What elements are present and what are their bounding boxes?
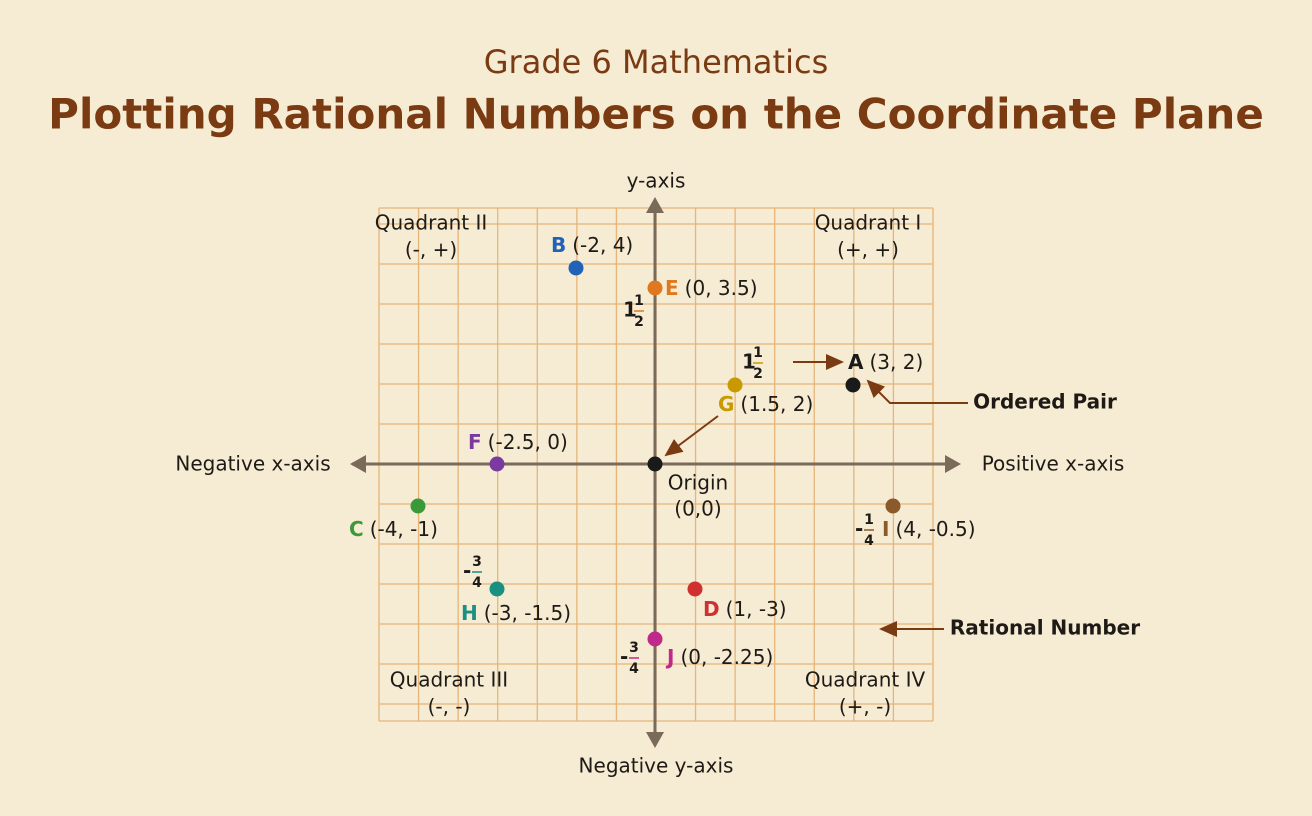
fraction-numerator: 1	[634, 293, 644, 309]
point	[727, 377, 743, 393]
point	[647, 280, 663, 296]
fraction-prefix: -	[855, 517, 863, 541]
title: Plotting Rational Numbers on the Coordin…	[48, 90, 1264, 139]
point-label: B (-2, 4)	[551, 233, 633, 257]
point-label: I (4, -0.5)	[882, 517, 976, 541]
point-label: J (0, -2.25)	[665, 645, 773, 669]
point-coords: (-2, 4)	[572, 233, 633, 257]
point-label: F (-2.5, 0)	[468, 430, 568, 454]
origin-point	[647, 456, 663, 472]
point-coords: (3, 2)	[869, 350, 923, 374]
point-label: G (1.5, 2)	[718, 392, 813, 416]
quadrant-name: Quadrant III	[390, 668, 508, 692]
point	[568, 260, 584, 276]
fraction-prefix: -	[620, 645, 628, 669]
fraction-numerator: 3	[629, 640, 639, 656]
origin-coords: (0,0)	[674, 497, 721, 521]
point	[885, 498, 901, 514]
quadrant-signs: (+, -)	[839, 695, 891, 719]
point-letter: D	[703, 597, 720, 621]
point-coords: (0, 3.5)	[685, 276, 758, 300]
point	[687, 581, 703, 597]
point-coords: (0, -2.25)	[680, 645, 773, 669]
subtitle: Grade 6 Mathematics	[484, 43, 828, 81]
callout: Ordered Pair	[973, 390, 1117, 414]
point	[410, 498, 426, 514]
point-letter: B	[551, 233, 566, 257]
quadrant-signs: (-, -)	[428, 695, 471, 719]
point	[489, 456, 505, 472]
point-letter: C	[349, 517, 364, 541]
fraction-numerator: 1	[753, 345, 763, 361]
axis-label: Negative y-axis	[579, 754, 734, 778]
quadrant-name: Quadrant I	[815, 211, 922, 235]
fraction-numerator: 3	[472, 554, 482, 570]
point-label: A (3, 2)	[848, 350, 923, 374]
point-label: D (1, -3)	[703, 597, 787, 621]
point-letter: A	[848, 350, 864, 374]
point-label: E (0, 3.5)	[665, 276, 758, 300]
fraction-denominator: 2	[634, 314, 644, 330]
point	[647, 631, 663, 647]
point	[489, 581, 505, 597]
point-coords: (1, -3)	[726, 597, 787, 621]
arrow	[664, 415, 719, 457]
origin-label: Origin	[668, 471, 728, 495]
point-coords: (-4, -1)	[370, 517, 438, 541]
arrow	[866, 379, 968, 404]
callout: Rational Number	[950, 616, 1140, 640]
quadrant-name: Quadrant IV	[805, 668, 926, 692]
point-letter: G	[718, 392, 734, 416]
point-letter: F	[468, 430, 482, 454]
fraction-numerator: 1	[864, 512, 874, 528]
fraction-denominator: 2	[753, 366, 763, 382]
fraction-denominator: 4	[629, 661, 639, 677]
fraction-prefix: -	[463, 559, 471, 583]
point-letter: E	[665, 276, 679, 300]
quadrant-signs: (+, +)	[837, 238, 899, 262]
point-label: C (-4, -1)	[349, 517, 438, 541]
point-letter: J	[665, 645, 674, 669]
point-letter: I	[882, 517, 889, 541]
fraction-prefix: 1	[623, 298, 637, 322]
quadrant-name: Quadrant II	[375, 211, 488, 235]
point	[845, 377, 861, 393]
point-label: H (-3, -1.5)	[461, 601, 571, 625]
axis-label: y-axis	[627, 169, 686, 193]
axis-label: Positive x-axis	[982, 452, 1125, 476]
fraction-prefix: 1	[742, 350, 756, 374]
quadrant-signs: (-, +)	[405, 238, 457, 262]
axis-label: Negative x-axis	[175, 452, 330, 476]
fraction-denominator: 4	[472, 575, 482, 591]
point-coords: (4, -0.5)	[895, 517, 975, 541]
point-letter: H	[461, 601, 478, 625]
point-coords: (-2.5, 0)	[488, 430, 568, 454]
fraction-denominator: 4	[864, 533, 874, 549]
point-coords: (-3, -1.5)	[484, 601, 571, 625]
point-coords: (1.5, 2)	[740, 392, 813, 416]
